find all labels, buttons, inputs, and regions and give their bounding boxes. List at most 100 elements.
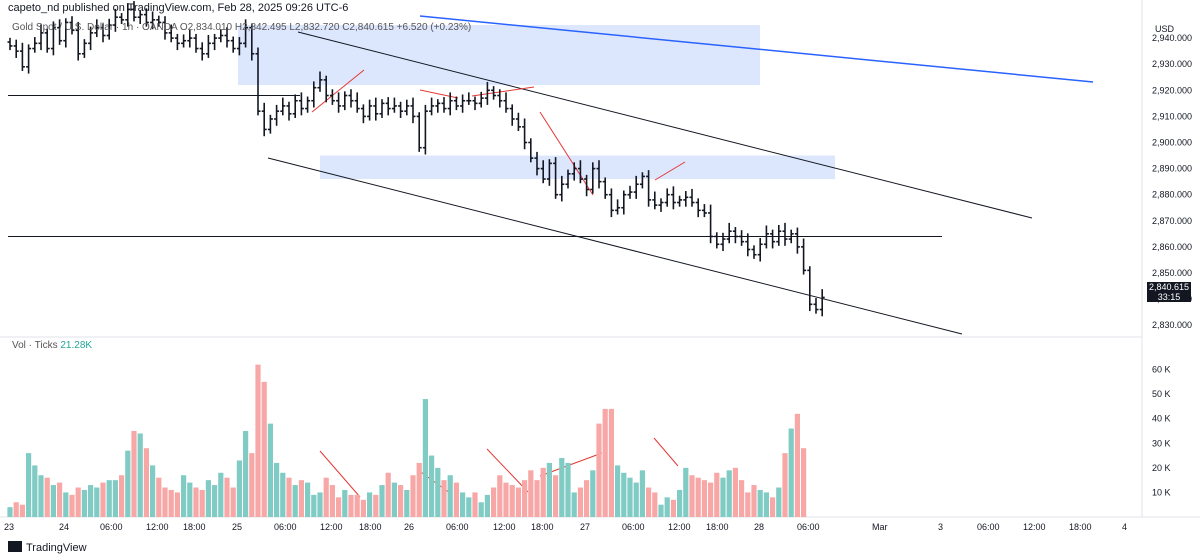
volume-bar	[503, 482, 509, 517]
ohlc-bar	[181, 34, 187, 48]
volume-bar	[422, 399, 428, 517]
volume-label: Vol · Ticks	[12, 340, 58, 351]
volume-bar	[577, 487, 583, 517]
volume-bar	[491, 487, 497, 517]
time-tick-label: Mar	[872, 522, 888, 532]
volume-bar	[19, 504, 25, 517]
ohlc-bar	[112, 8, 118, 32]
ohlc-bar	[503, 92, 509, 113]
upper-resistance-zone	[238, 25, 760, 86]
volume-bar	[608, 408, 614, 517]
publisher-header: capeto_nd published on TradingView.com, …	[8, 2, 349, 14]
ohlc-bar	[664, 188, 670, 207]
volume-tick-label: 50 K	[1152, 389, 1171, 399]
ohlc-bar	[354, 92, 360, 113]
ohlc-bar	[546, 159, 552, 186]
time-tick-label: 18:00	[359, 522, 382, 532]
volume-bar	[633, 482, 639, 517]
ohlc-bar	[379, 99, 385, 118]
ohlc-bar	[478, 91, 484, 108]
ohlc-bar	[602, 177, 608, 199]
ohlc-bar	[596, 160, 602, 189]
ohlc-bar	[224, 27, 230, 48]
ohlc-bar	[94, 19, 100, 38]
volume-bar	[205, 480, 211, 517]
time-tick-label: 18:00	[531, 522, 554, 532]
ohlc-bar	[683, 191, 689, 207]
volume-bar	[360, 499, 366, 517]
volume-bar	[664, 497, 670, 517]
footer-brand: TradingView	[26, 542, 87, 554]
time-tick-label: 06:00	[622, 522, 645, 532]
currency-label: USD	[1155, 24, 1175, 34]
time-tick-label: 06:00	[977, 522, 1000, 532]
ohlc-bar	[323, 75, 329, 103]
volume-bar	[410, 475, 416, 517]
ohlc-bar	[292, 94, 298, 118]
volume-tick-label: 40 K	[1152, 414, 1171, 424]
ohlc-bar	[559, 175, 565, 202]
ohlc-bar	[119, 13, 125, 25]
mid-supply-zone	[320, 155, 835, 180]
volume-bar	[701, 480, 707, 517]
last-price-badge[interactable]: 2,840.615 33:15	[1147, 282, 1191, 302]
volume-bar	[484, 494, 490, 517]
volume-bar	[689, 475, 695, 517]
ohlc-bar	[429, 97, 435, 116]
annotation-line-1	[419, 89, 459, 99]
volume-bar	[32, 465, 38, 517]
ohlc-bar	[584, 174, 590, 197]
ohlc-bar	[726, 222, 732, 244]
ohlc-bar	[497, 89, 503, 108]
time-tick-label: 4	[1122, 522, 1127, 532]
volume-bar	[460, 492, 466, 517]
bar-countdown: 33:15	[1157, 292, 1181, 302]
volume-bar	[38, 475, 44, 517]
zones-layer	[238, 25, 835, 180]
ohlc-bar	[794, 227, 800, 254]
volume-bar	[187, 482, 193, 517]
ohlc-bar	[150, 11, 156, 30]
ohlc-bar	[305, 96, 311, 113]
volume-bar	[50, 485, 56, 517]
tradingview-footer[interactable]: TradingView	[8, 541, 87, 554]
ohlc-bar	[236, 37, 242, 56]
ohlc-bar	[422, 104, 428, 155]
volume-bar	[143, 448, 149, 517]
volume-legend: Vol · Ticks 21.28K	[12, 340, 92, 351]
volume-bar	[720, 477, 726, 517]
price-tick-label: 2,930.000	[1152, 59, 1192, 69]
ohlc-bar	[373, 97, 379, 121]
volume-bar	[373, 494, 379, 517]
ohlc-bar	[677, 195, 683, 207]
ohlc-bar	[218, 29, 224, 43]
volume-bar	[553, 475, 559, 517]
ohlc-bar	[38, 24, 44, 51]
volume-bar	[367, 492, 373, 517]
volume-bar	[249, 453, 255, 517]
volume-bar	[57, 482, 63, 517]
ohlc-bar	[156, 15, 162, 27]
volume-bar	[267, 423, 273, 517]
volume-bar	[429, 455, 435, 517]
price-tick-label: 2,830.000	[1152, 320, 1192, 330]
volume-bar	[26, 453, 32, 517]
time-tick-label: 27	[580, 522, 590, 532]
volume-bar	[311, 494, 317, 517]
time-tick-label: 3	[938, 522, 943, 532]
ohlc-bar	[125, 3, 131, 27]
volume-bar	[515, 487, 521, 517]
annotation-line-0	[311, 69, 365, 113]
ohlc-bar	[714, 232, 720, 249]
volume-bar	[236, 460, 242, 517]
volume-bar	[336, 497, 342, 517]
volume-bar	[69, 494, 75, 517]
volume-bar	[398, 485, 404, 517]
ohlc-bar	[788, 229, 794, 244]
ohlc-bar	[770, 229, 776, 249]
ohlc-bar	[274, 104, 280, 126]
ohlc-bar	[639, 172, 645, 189]
ohlc-bar	[472, 96, 478, 111]
volume-tick-label: 20 K	[1152, 463, 1171, 473]
